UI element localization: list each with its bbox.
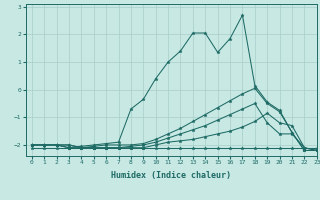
X-axis label: Humidex (Indice chaleur): Humidex (Indice chaleur) [111,171,231,180]
